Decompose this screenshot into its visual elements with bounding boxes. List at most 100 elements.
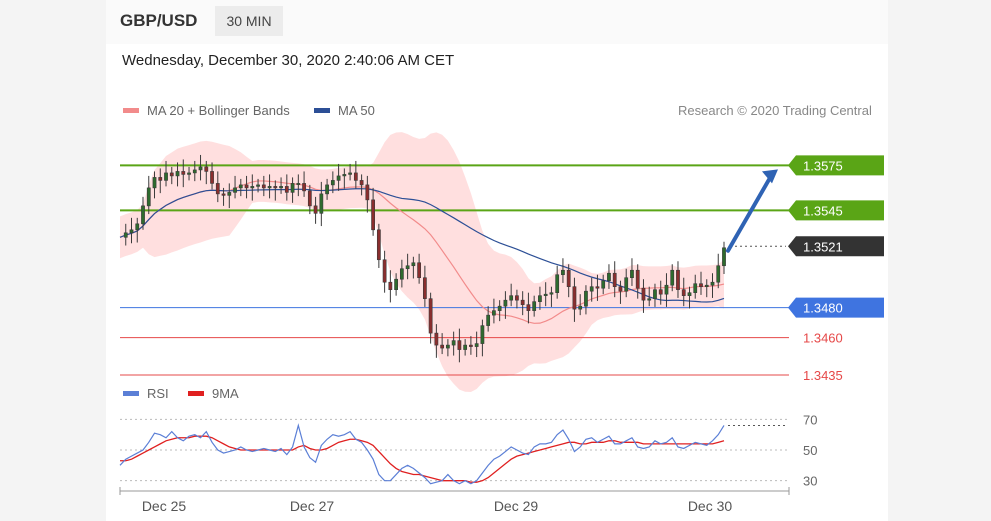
candle-body — [492, 310, 496, 316]
candle-body — [169, 172, 174, 177]
candle-body — [526, 304, 531, 311]
level-tag-support_minor: 1.3460 — [803, 331, 843, 346]
candle-body — [141, 205, 145, 225]
candle-body — [693, 283, 698, 293]
candle-body — [555, 274, 560, 293]
level-label: 1.3575 — [803, 158, 843, 173]
candle-body — [227, 192, 232, 196]
instrument-title: GBP/USD — [120, 11, 198, 30]
candle-body — [152, 177, 157, 189]
candle-body — [273, 186, 278, 189]
rsi-tick-label: 70 — [803, 412, 817, 427]
candle-body — [204, 166, 209, 172]
candle-body — [722, 247, 726, 267]
candle-body — [261, 184, 266, 189]
x-tick-label: Dec 25 — [142, 498, 187, 514]
candle-body — [434, 332, 439, 346]
chart-header: GBP/USD 30 MIN — [106, 0, 888, 44]
candle-body — [503, 299, 508, 307]
candle-body — [549, 292, 554, 295]
candle-body — [382, 259, 387, 283]
candle-body — [394, 278, 398, 290]
candle-body — [175, 171, 180, 177]
candle-body — [635, 269, 640, 289]
candle-body — [376, 229, 381, 261]
bollinger-band-area — [120, 132, 724, 393]
candle-body — [422, 277, 427, 299]
legend-label: 9MA — [212, 386, 239, 401]
legend-rsi: RSI — [123, 386, 169, 401]
candle-body — [469, 344, 473, 347]
candle-body — [618, 286, 623, 292]
candle-body — [578, 305, 583, 310]
candle-body — [647, 298, 652, 301]
candle-body — [244, 184, 249, 189]
candle-body — [290, 183, 295, 193]
candle-body — [520, 299, 525, 305]
level-label: 1.3460 — [803, 331, 843, 346]
level-tag-shape — [788, 200, 884, 221]
candle-body — [681, 289, 686, 296]
legend-swatch — [314, 108, 330, 114]
candle-body — [302, 183, 306, 192]
candle-body — [313, 205, 318, 214]
legend-swatch — [123, 391, 139, 397]
candle-body — [474, 343, 479, 347]
level-tag-shape — [788, 236, 884, 257]
level-tag-current: 1.3521 — [788, 236, 884, 257]
candle-body — [670, 269, 675, 286]
level-tag-support_minor: 1.3435 — [803, 368, 843, 383]
chart-card: GBP/USD 30 MIN Wednesday, December 30, 2… — [106, 0, 888, 521]
candle-body — [371, 199, 375, 231]
projection-arrow-head — [762, 169, 778, 184]
candle-body — [630, 269, 634, 279]
candle-body — [284, 186, 289, 193]
candle-body — [595, 286, 600, 289]
candle-body — [399, 268, 404, 280]
rsi-line — [119, 423, 725, 485]
candle-body — [515, 295, 519, 301]
candle-body — [687, 292, 692, 296]
candle-body — [342, 174, 347, 177]
candle-body — [417, 262, 422, 279]
rsi-tick-label: 30 — [803, 474, 817, 489]
ma50-line — [119, 188, 725, 303]
candle-body — [641, 287, 646, 301]
candle-body — [388, 281, 393, 290]
candle-body — [348, 172, 352, 175]
candle-body — [497, 305, 502, 311]
candle-body — [158, 177, 163, 181]
candle-body — [353, 172, 358, 181]
candle-body — [267, 186, 272, 189]
candle-body — [566, 269, 571, 287]
level-label: 1.3521 — [803, 239, 843, 254]
legend-label: MA 50 — [338, 103, 375, 118]
candle-body — [607, 272, 611, 282]
candle-body — [572, 286, 577, 310]
level-label: 1.3545 — [803, 203, 843, 218]
candle-body — [365, 184, 370, 201]
level-tag-support: 1.3480 — [788, 297, 884, 318]
candle-body — [446, 344, 450, 349]
candle-body — [198, 166, 203, 171]
candle-body — [704, 284, 709, 287]
candle-body — [411, 262, 416, 267]
candle-body — [210, 171, 214, 184]
candle-body — [221, 193, 226, 196]
candle-body — [699, 283, 703, 287]
candle-body — [457, 340, 462, 350]
timeframe-button[interactable]: 30 MIN — [215, 6, 283, 36]
candle-body — [135, 223, 140, 231]
legend-label: MA 20 + Bollinger Bands — [147, 103, 290, 118]
legend-rsi-ma: 9MA — [188, 386, 239, 401]
candle-body — [561, 269, 565, 276]
level-tag-shape — [788, 297, 884, 318]
candle-body — [336, 175, 341, 181]
candle-body — [463, 344, 468, 350]
candle-body — [359, 180, 364, 186]
chart-datetime: Wednesday, December 30, 2020 2:40:06 AM … — [122, 52, 455, 69]
legend-ma50: MA 50 — [314, 103, 375, 118]
candle-body — [624, 277, 629, 292]
level-tag-shape — [788, 155, 884, 176]
legend-label: RSI — [147, 386, 169, 401]
